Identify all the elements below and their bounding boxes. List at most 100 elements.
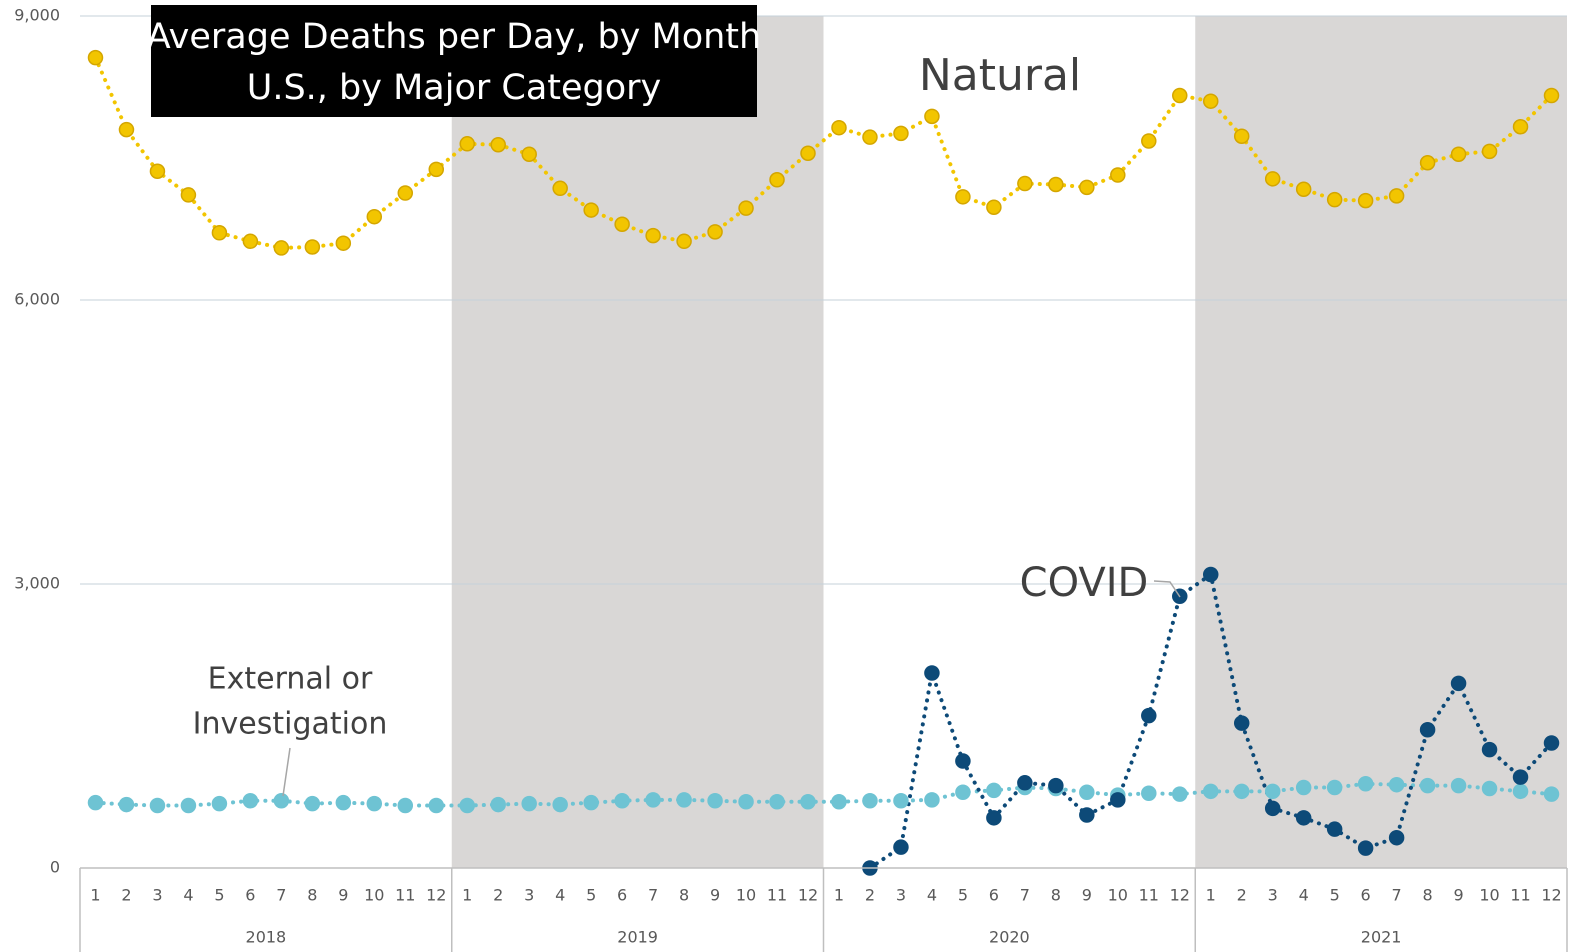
marker xyxy=(955,189,971,205)
marker xyxy=(583,202,599,218)
year-shade xyxy=(451,16,824,868)
marker xyxy=(986,199,1002,215)
marker xyxy=(490,136,506,153)
marker xyxy=(87,794,104,811)
marker xyxy=(893,125,909,142)
marker xyxy=(242,793,259,809)
chart-subtitle: U.S., by Major Category xyxy=(247,68,662,108)
marker xyxy=(1450,146,1467,162)
marker xyxy=(676,792,692,808)
marker xyxy=(1264,783,1281,800)
x-axis: 1 2 3 4 5 6 7 8 9 10 11 12 1 2 3 4 5 6 7 8 9 10 11 12 1 2 3 4 5 6 7 8 9 1… xyxy=(79,867,1568,952)
x-tick-label: 6 xyxy=(245,886,255,905)
marker xyxy=(1264,171,1281,187)
x-tick-label: 4 xyxy=(183,886,193,905)
x-tick-label: 2 xyxy=(493,886,503,905)
y-tick-label: 6,000 xyxy=(14,290,60,309)
marker xyxy=(800,793,816,810)
x-tick-label: 10 xyxy=(736,886,756,905)
marker xyxy=(118,121,135,138)
annotation: COVID xyxy=(1020,560,1149,606)
marker xyxy=(1481,143,1498,160)
marker xyxy=(614,793,630,809)
marker xyxy=(273,793,290,809)
x-tick-label: 3 xyxy=(524,886,534,905)
marker xyxy=(986,810,1002,826)
marker xyxy=(1450,675,1467,692)
x-tick-label: 1 xyxy=(834,886,844,905)
marker xyxy=(924,665,940,681)
x-tick-label: 7 xyxy=(1392,886,1402,905)
x-tick-label: 5 xyxy=(214,886,224,905)
marker xyxy=(862,129,878,145)
marker xyxy=(583,794,599,811)
x-tick-label: 10 xyxy=(364,886,384,905)
year-label: 2019 xyxy=(617,928,658,947)
marker xyxy=(1048,777,1064,794)
marker xyxy=(1543,87,1560,104)
marker xyxy=(1202,566,1219,583)
marker xyxy=(1079,784,1095,801)
x-tick-label: 11 xyxy=(395,886,415,905)
x-tick-label: 8 xyxy=(1423,886,1433,905)
marker xyxy=(1326,779,1343,796)
marker xyxy=(1357,775,1374,792)
marker xyxy=(397,185,414,201)
marker xyxy=(1233,783,1250,800)
marker xyxy=(1202,93,1219,109)
marker xyxy=(366,795,383,812)
marker xyxy=(1357,192,1374,209)
marker xyxy=(862,793,878,809)
leader-line xyxy=(282,747,291,797)
marker xyxy=(1357,840,1374,856)
marker xyxy=(180,187,197,203)
marker xyxy=(893,793,909,809)
title-box xyxy=(151,5,757,117)
marker xyxy=(1048,176,1064,193)
marker xyxy=(1450,777,1467,794)
marker xyxy=(1141,707,1157,724)
leader-line xyxy=(1153,580,1181,598)
x-tick-label: 2 xyxy=(121,886,131,905)
x-tick-label: 4 xyxy=(927,886,937,905)
x-tick-label: 5 xyxy=(958,886,968,905)
marker xyxy=(986,782,1002,799)
marker xyxy=(738,200,754,216)
y-tick-label: 3,000 xyxy=(14,574,60,593)
marker xyxy=(955,784,971,801)
x-tick-label: 1 xyxy=(90,886,100,905)
marker xyxy=(1481,741,1498,758)
marker xyxy=(645,792,661,808)
x-tick-label: 5 xyxy=(586,886,596,905)
x-tick-label: 3 xyxy=(1268,886,1278,905)
marker xyxy=(893,839,909,855)
marker xyxy=(1388,829,1405,846)
marker xyxy=(1233,715,1250,731)
x-tick-label: 3 xyxy=(896,886,906,905)
marker xyxy=(521,795,537,812)
marker xyxy=(87,49,104,66)
x-tick-label: 9 xyxy=(338,886,348,905)
x-tick-label: 10 xyxy=(1479,886,1499,905)
x-tick-label: 10 xyxy=(1108,886,1128,905)
annotation: External or xyxy=(208,662,373,697)
y-tick-label: 9,000 xyxy=(14,6,60,25)
marker xyxy=(1141,133,1157,149)
marker xyxy=(335,235,352,251)
marker xyxy=(924,792,940,808)
marker xyxy=(1233,128,1250,144)
x-tick-label: 11 xyxy=(1510,886,1530,905)
background xyxy=(451,16,1567,868)
marker xyxy=(1110,792,1126,808)
marker xyxy=(273,240,290,256)
marker xyxy=(1141,785,1157,801)
marker xyxy=(149,797,166,814)
marker xyxy=(1326,191,1343,208)
x-tick-label: 12 xyxy=(1170,886,1190,905)
marker xyxy=(707,793,723,809)
x-tick-label: 7 xyxy=(276,886,286,905)
marker xyxy=(1079,179,1095,196)
marker xyxy=(614,216,630,233)
plot xyxy=(87,49,1560,876)
